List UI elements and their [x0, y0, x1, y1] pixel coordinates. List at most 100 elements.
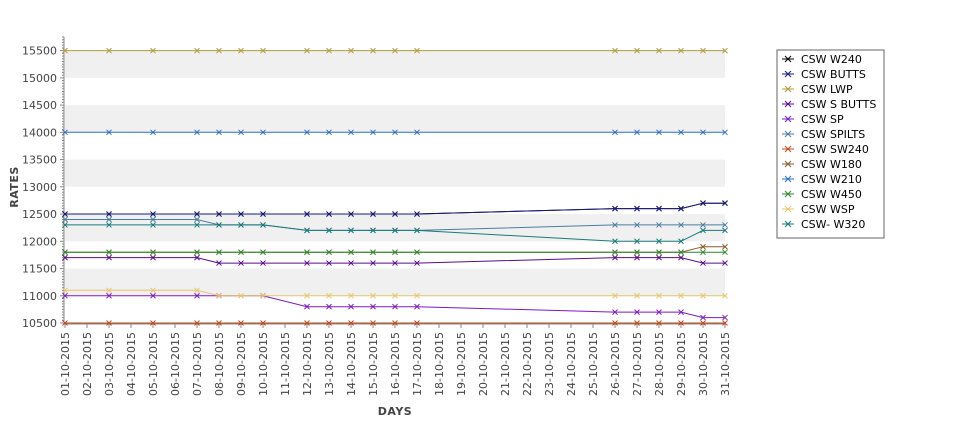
data-point	[194, 292, 200, 299]
data-point	[678, 309, 684, 315]
data-point	[700, 200, 706, 207]
data-point	[392, 303, 398, 310]
legend-item: CSW S BUTTS	[782, 98, 876, 111]
y-tick-label: 12500	[22, 208, 57, 221]
data-point	[700, 260, 706, 266]
data-point	[612, 129, 618, 136]
data-point	[656, 292, 662, 299]
data-point	[194, 47, 200, 54]
legend-label: CSW SW240	[801, 143, 869, 156]
data-point	[326, 227, 332, 234]
x-tick-label: 12-10-2015	[301, 332, 314, 396]
data-point	[238, 260, 244, 266]
data-point	[150, 216, 156, 223]
data-point	[392, 292, 398, 299]
data-point	[722, 227, 728, 234]
x-tick-label: 21-10-2015	[499, 332, 512, 396]
grid-band	[65, 214, 725, 242]
data-point	[260, 292, 266, 299]
legend-box	[776, 49, 885, 239]
data-point	[722, 200, 728, 207]
data-point	[700, 292, 706, 299]
data-point	[326, 211, 332, 217]
x-tick-label: 03-10-2015	[103, 332, 116, 396]
y-tick-label: 14500	[22, 99, 57, 112]
data-point	[348, 227, 354, 234]
data-point	[216, 47, 222, 54]
data-point	[106, 211, 112, 217]
grid-band	[65, 295, 725, 323]
data-point	[194, 216, 200, 223]
legend-item: CSW LWP	[782, 83, 853, 96]
x-tick-label: 10-10-2015	[257, 332, 270, 396]
x-tick-label: 01-10-2015	[59, 332, 72, 396]
data-point	[414, 129, 420, 136]
data-point	[656, 320, 662, 326]
grid-band	[65, 186, 725, 215]
data-point	[106, 222, 112, 228]
data-point	[326, 260, 332, 266]
data-point	[678, 249, 684, 256]
grid-bands	[65, 37, 725, 323]
data-point	[62, 292, 68, 299]
data-point	[150, 47, 156, 54]
data-point	[238, 292, 244, 299]
data-point	[370, 320, 376, 326]
series-line	[65, 295, 725, 319]
data-point	[348, 292, 354, 299]
data-point	[194, 129, 200, 136]
y-tick-label: 13000	[22, 181, 57, 194]
data-point	[348, 249, 354, 256]
data-point	[612, 320, 618, 326]
y-tick-label: 15500	[22, 45, 57, 58]
data-point	[656, 238, 662, 245]
data-point	[304, 249, 310, 256]
data-point	[150, 222, 156, 228]
y-tick-label: 15000	[22, 72, 57, 85]
grid-band	[65, 50, 725, 78]
data-point	[634, 309, 640, 315]
data-point	[106, 216, 112, 223]
data-point	[216, 249, 222, 256]
x-tick-label: 13-10-2015	[323, 332, 336, 396]
data-point	[612, 222, 618, 228]
data-point	[678, 222, 684, 228]
data-point	[326, 303, 332, 310]
data-point	[700, 314, 706, 321]
x-tick-label: 28-10-2015	[653, 332, 666, 396]
data-point	[150, 320, 156, 326]
data-point	[634, 238, 640, 245]
data-point	[216, 129, 222, 136]
data-point	[194, 249, 200, 256]
data-point	[656, 254, 662, 261]
data-point	[326, 249, 332, 256]
legend-label: CSW- W320	[801, 218, 865, 231]
data-point	[62, 254, 68, 261]
data-point	[260, 211, 266, 217]
data-point	[414, 249, 420, 256]
x-axis-title: DAYS	[378, 405, 412, 418]
data-point	[238, 249, 244, 256]
data-point	[722, 260, 728, 266]
grid-band	[65, 105, 725, 133]
series-markers	[62, 47, 728, 326]
data-point	[414, 227, 420, 234]
legend-item: CSW W240	[782, 53, 862, 66]
data-point	[414, 211, 420, 217]
data-point	[370, 260, 376, 266]
legend-label: CSW SP	[801, 113, 844, 126]
legend-item: CSW- W320	[782, 218, 865, 231]
data-point	[260, 222, 266, 228]
data-point	[678, 254, 684, 261]
data-point	[414, 303, 420, 310]
x-tick-label: 09-10-2015	[235, 332, 248, 396]
x-tick-label: 16-10-2015	[389, 332, 402, 396]
legend-item: CSW BUTTS	[782, 68, 866, 81]
data-point	[700, 227, 706, 234]
data-point	[238, 320, 244, 326]
data-point	[238, 47, 244, 54]
x-tick-label: 11-10-2015	[279, 332, 292, 396]
data-point	[722, 314, 728, 321]
data-point	[106, 320, 112, 326]
